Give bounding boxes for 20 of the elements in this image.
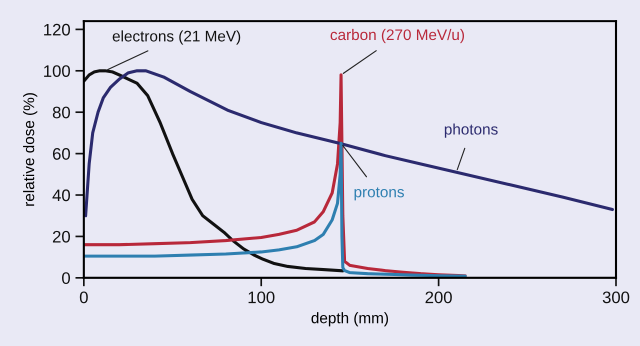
x-tick-label: 200	[426, 291, 452, 304]
line-series	[84, 69, 614, 218]
series-label: protons	[354, 187, 404, 200]
y-tick-label: 0	[62, 272, 70, 284]
y-tick-label: 120	[44, 24, 70, 36]
x-tick-label: 300	[602, 291, 630, 304]
line-series	[84, 69, 344, 272]
text: carbon (270 MeV/u)	[330, 28, 464, 44]
x-axis-title: depth (mm)	[312, 312, 388, 326]
y-tick-label: 40	[52, 189, 70, 202]
y-tick-label: 20	[52, 230, 70, 243]
line-series	[84, 142, 467, 278]
y-axis-title: relative dose (%)	[23, 93, 38, 206]
x-tick-label: 0	[80, 291, 88, 304]
text: photons	[444, 123, 498, 138]
series-label: electrons (21 MeV)	[112, 30, 240, 45]
x-tick-label: 100	[248, 291, 274, 304]
y-tick-label: 60	[52, 148, 70, 160]
y-tick-label: 80	[52, 106, 70, 118]
y-tick-label: 100	[44, 65, 70, 77]
